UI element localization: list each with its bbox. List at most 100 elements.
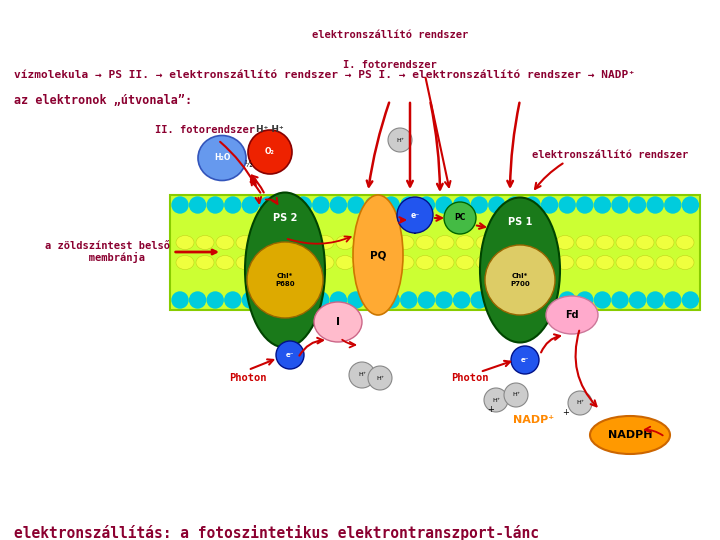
Text: Photon: Photon [229, 373, 266, 383]
Circle shape [506, 292, 523, 308]
Ellipse shape [198, 136, 246, 180]
Circle shape [683, 197, 698, 213]
Circle shape [454, 292, 469, 308]
Text: NADPH: NADPH [608, 430, 652, 440]
Circle shape [484, 388, 508, 412]
Text: Fd: Fd [565, 310, 579, 320]
Circle shape [397, 197, 433, 233]
Circle shape [348, 292, 364, 308]
Circle shape [295, 292, 311, 308]
Circle shape [189, 197, 206, 213]
Circle shape [577, 292, 593, 308]
Ellipse shape [196, 235, 214, 249]
Circle shape [647, 197, 663, 213]
Ellipse shape [456, 255, 474, 269]
Circle shape [506, 197, 523, 213]
Text: a zöldszíntest belső
       membránja: a zöldszíntest belső membránja [45, 241, 216, 264]
Circle shape [207, 197, 223, 213]
Text: H⁺: H⁺ [396, 138, 404, 143]
Text: I: I [336, 317, 340, 327]
Circle shape [388, 128, 412, 152]
Text: O₂: O₂ [265, 147, 275, 157]
Ellipse shape [576, 235, 594, 249]
Ellipse shape [196, 255, 214, 269]
Text: PS 1: PS 1 [508, 217, 532, 227]
Bar [170, 195, 700, 310]
Circle shape [541, 292, 557, 308]
Ellipse shape [676, 235, 694, 249]
Ellipse shape [596, 255, 614, 269]
Ellipse shape [256, 235, 274, 249]
Ellipse shape [656, 255, 674, 269]
Text: H⁺: H⁺ [376, 375, 384, 381]
Circle shape [207, 292, 223, 308]
Ellipse shape [296, 255, 314, 269]
Circle shape [295, 197, 311, 213]
Ellipse shape [516, 255, 534, 269]
Text: elektronszállító rendszer: elektronszállító rendszer [312, 30, 468, 40]
Text: e⁻: e⁻ [521, 357, 529, 363]
Text: +: + [487, 405, 494, 414]
Circle shape [665, 197, 681, 213]
Circle shape [312, 197, 329, 213]
Circle shape [312, 292, 329, 308]
Ellipse shape [456, 235, 474, 249]
Text: II. fotorendszer: II. fotorendszer [155, 125, 255, 135]
Ellipse shape [236, 235, 254, 249]
Circle shape [436, 292, 452, 308]
Ellipse shape [616, 235, 634, 249]
Circle shape [172, 197, 188, 213]
Circle shape [330, 197, 346, 213]
Ellipse shape [336, 255, 354, 269]
Text: vízmolekula → PS II. → elektronszállító rendszer → PS I. → elektronszállító rend: vízmolekula → PS II. → elektronszállító … [14, 70, 635, 80]
Circle shape [595, 292, 611, 308]
Ellipse shape [496, 255, 514, 269]
Circle shape [243, 197, 258, 213]
Ellipse shape [636, 235, 654, 249]
Circle shape [683, 292, 698, 308]
Text: I. fotorendszer: I. fotorendszer [343, 60, 437, 70]
Text: e⁻: e⁻ [410, 211, 420, 219]
Ellipse shape [376, 235, 394, 249]
Circle shape [383, 292, 399, 308]
Circle shape [471, 292, 487, 308]
Ellipse shape [396, 255, 414, 269]
Ellipse shape [216, 235, 234, 249]
Ellipse shape [236, 255, 254, 269]
Circle shape [485, 245, 555, 315]
Ellipse shape [476, 235, 494, 249]
Text: Photon: Photon [451, 373, 489, 383]
Ellipse shape [436, 235, 454, 249]
Circle shape [541, 197, 557, 213]
Circle shape [260, 197, 276, 213]
Ellipse shape [480, 198, 560, 342]
Ellipse shape [256, 255, 274, 269]
Text: H₂O: H₂O [214, 153, 230, 163]
Ellipse shape [276, 255, 294, 269]
Ellipse shape [245, 192, 325, 348]
Ellipse shape [296, 235, 314, 249]
Circle shape [401, 292, 417, 308]
Circle shape [665, 292, 681, 308]
Circle shape [260, 292, 276, 308]
Ellipse shape [416, 235, 434, 249]
Text: H⁺ H⁺: H⁺ H⁺ [256, 125, 284, 134]
Text: az elektronok „útvonala”:: az elektronok „útvonala”: [14, 93, 192, 106]
Ellipse shape [476, 255, 494, 269]
Circle shape [225, 197, 240, 213]
Text: NADP⁺: NADP⁺ [513, 415, 554, 425]
Ellipse shape [556, 255, 574, 269]
Circle shape [401, 197, 417, 213]
Circle shape [629, 292, 646, 308]
Text: elektronszállító rendszer: elektronszállító rendszer [532, 150, 688, 160]
Circle shape [172, 292, 188, 308]
Circle shape [595, 197, 611, 213]
Circle shape [489, 197, 505, 213]
Text: +: + [562, 408, 569, 417]
Circle shape [418, 197, 434, 213]
Ellipse shape [316, 235, 334, 249]
Circle shape [366, 292, 382, 308]
Ellipse shape [556, 235, 574, 249]
Circle shape [276, 341, 304, 369]
Text: H⁺: H⁺ [576, 401, 584, 406]
